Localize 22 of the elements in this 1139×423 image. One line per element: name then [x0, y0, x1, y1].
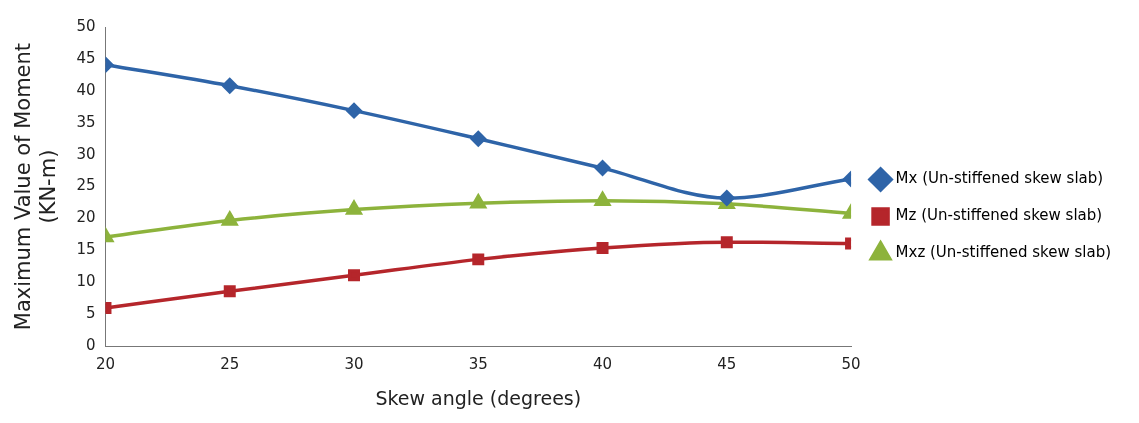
y-tick-label: 30 [76, 144, 96, 163]
x-tick-label: 30 [344, 355, 364, 374]
y-tick-label: 25 [76, 176, 96, 195]
x-tick-label: 35 [468, 355, 488, 374]
y-tick-label: 15 [76, 240, 96, 259]
x-axis-title: Skew angle (degrees) [375, 386, 582, 409]
x-tick-label: 50 [841, 355, 861, 374]
y-axis-title: Maximum Value of Moment (KN-m) [11, 42, 61, 331]
y-tick-label: 35 [76, 112, 96, 131]
y-tick-label: 50 [76, 16, 96, 35]
y-tick-label: 40 [76, 80, 96, 99]
y-tick-label: 5 [85, 304, 96, 323]
legend-label: Mx (Un-stiffened skew slab) [895, 169, 1104, 188]
y-tick-label: 45 [76, 48, 96, 67]
x-tick-label: 45 [717, 355, 737, 374]
legend-label: Mz (Un-stiffened skew slab) [895, 206, 1103, 225]
x-tick-label: 40 [592, 355, 613, 374]
y-tick-label: 0 [85, 336, 96, 355]
x-tick-label: 25 [220, 355, 240, 374]
legend-label: Mxz (Un-stiffened skew slab) [895, 243, 1112, 262]
y-tick-label: 10 [76, 272, 96, 291]
y-tick-label: 20 [76, 208, 96, 227]
